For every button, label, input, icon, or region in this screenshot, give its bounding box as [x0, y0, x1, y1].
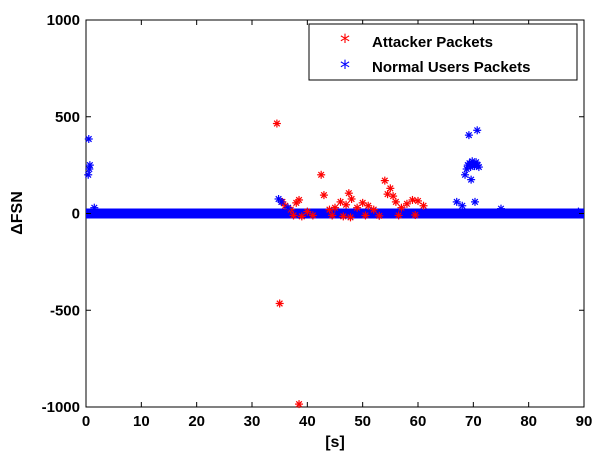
y-axis-label: ΔFSN [9, 191, 26, 235]
attacker-packet-point [419, 201, 428, 210]
attacker-packet-point [342, 200, 351, 209]
attacker-packet-point [275, 299, 284, 308]
legend-marker-attacker: * [340, 30, 350, 54]
attacker-packet-point [364, 201, 373, 210]
x-tick-label: 90 [576, 413, 593, 430]
attacker-packet-point [319, 191, 328, 200]
normal-packet-point [574, 207, 583, 216]
attacker-packet-point [317, 170, 326, 179]
x-tick-label: 70 [465, 413, 482, 430]
y-tick-label: -500 [50, 302, 80, 319]
attacker-packet-point [391, 197, 400, 206]
attacker-packet-point [297, 212, 306, 221]
normal-packet-point [473, 126, 482, 135]
attacker-packet-point [411, 211, 420, 220]
attacker-packet-point [408, 195, 417, 204]
x-tick-label: 40 [299, 413, 316, 430]
attacker-packet-point [402, 199, 411, 208]
attacker-packet-point [339, 212, 348, 221]
attacker-packet-point [308, 211, 317, 220]
x-tick-label: 80 [520, 413, 537, 430]
normal-packet-point [84, 170, 93, 179]
y-tick-label: -1000 [42, 399, 80, 416]
attacker-packet-point [331, 203, 339, 212]
y-tick-label: 1000 [47, 12, 80, 29]
x-tick-label: 30 [244, 413, 261, 430]
normal-packet-point [464, 131, 473, 140]
legend-label-normal: Normal Users Packets [372, 59, 530, 76]
attacker-packet-point [295, 195, 304, 204]
normal-packet-point [474, 163, 483, 172]
attacker-packet-point [289, 211, 298, 220]
attacker-packet-point [344, 189, 353, 198]
normal-packet-point [461, 170, 470, 179]
normal-packet-point [497, 204, 505, 213]
x-tick-label: 0 [82, 413, 90, 430]
normal-packet-point [90, 203, 99, 212]
x-tick-label: 60 [410, 413, 427, 430]
normal-packet-point [283, 203, 292, 212]
attacker-packet-point [380, 176, 389, 185]
legend-label-attacker: Attacker Packets [372, 34, 493, 51]
attacker-packet-point [272, 119, 281, 128]
x-tick-label: 20 [188, 413, 205, 430]
attacker-packet-point [389, 192, 398, 201]
y-tick-label: 0 [72, 206, 80, 223]
normal-packet-point [470, 197, 479, 206]
attacker-packet-point [358, 198, 367, 207]
normal-packet-point [84, 135, 93, 144]
x-tick-label: 50 [354, 413, 371, 430]
attacker-packet-point [328, 211, 337, 220]
legend-marker-normal: * [340, 56, 350, 80]
attacker-packet-point [353, 203, 362, 212]
attacker-packet-point [295, 400, 304, 409]
attacker-packet-point [303, 207, 312, 216]
attacker-packet-point [414, 196, 422, 205]
attacker-packet-point [361, 211, 370, 220]
axis-ticks: 0 10 20 30 40 50 60 70 80 90 -1000 -500 0 500 1000 [42, 12, 593, 430]
attacker-packet-point [347, 194, 356, 203]
attacker-packet-point [386, 184, 395, 193]
x-axis-label: [s] [325, 434, 345, 451]
data-marks [84, 119, 584, 409]
legend-box [308, 23, 578, 81]
normal-packet-point [458, 201, 467, 210]
attacker-packet-point [375, 211, 384, 220]
normal-packet-point [277, 197, 286, 206]
attacker-packet-point [397, 203, 406, 212]
attacker-packet-point [394, 211, 403, 220]
normal-packet-point [85, 164, 94, 173]
x-tick-label: 10 [133, 413, 150, 430]
attacker-packet-point [369, 205, 378, 214]
attacker-packet-point [336, 197, 345, 206]
attacker-packet-point [346, 213, 355, 222]
y-tick-label: 500 [55, 109, 80, 126]
normal-packet-point [467, 175, 476, 184]
legend: * Attacker Packets * Normal Users Packet… [308, 23, 578, 81]
normal-packet-point [452, 197, 461, 206]
